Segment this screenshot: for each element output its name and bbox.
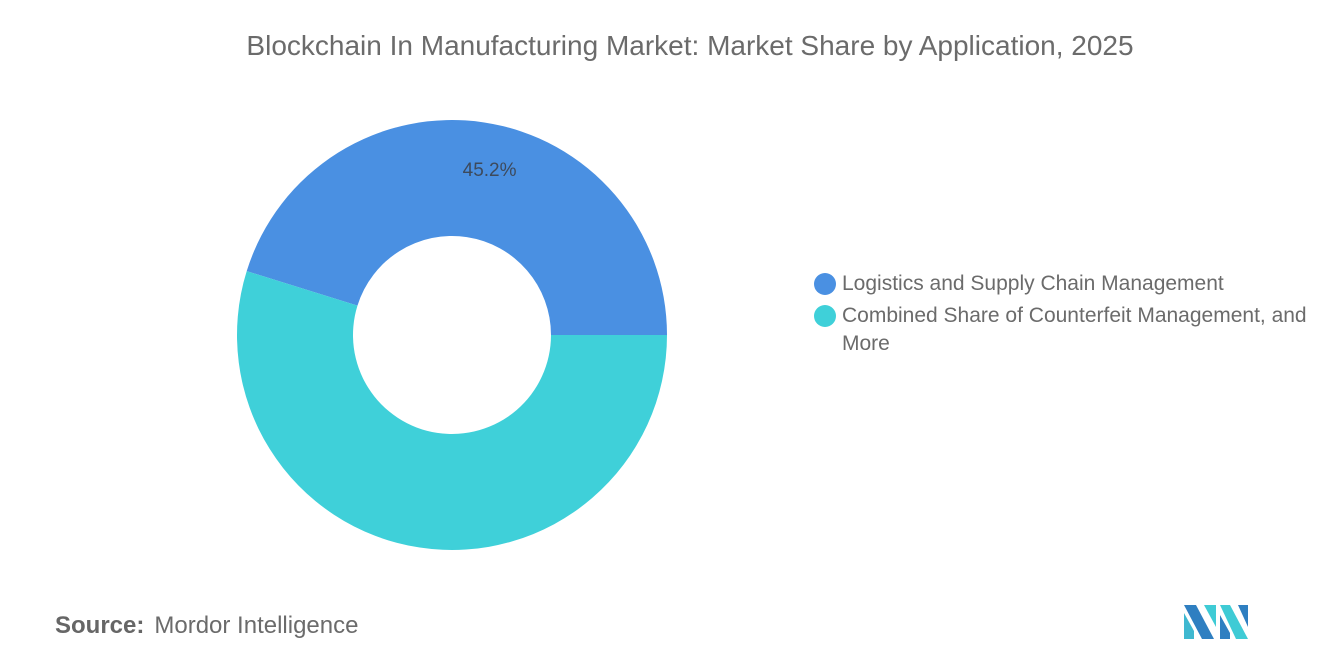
mordor-logo bbox=[1184, 605, 1248, 639]
legend-item-logistics: Logistics and Supply Chain Management bbox=[814, 270, 1314, 298]
donut-slice bbox=[237, 271, 668, 550]
donut-slice bbox=[246, 119, 668, 335]
legend: Logistics and Supply Chain Management Co… bbox=[814, 270, 1314, 362]
legend-label: Logistics and Supply Chain Management bbox=[842, 272, 1224, 295]
chart-title: Blockchain In Manufacturing Market: Mark… bbox=[246, 30, 1134, 61]
source-text: Mordor Intelligence bbox=[154, 612, 359, 639]
legend-swatch bbox=[814, 305, 836, 327]
legend-swatch bbox=[814, 273, 836, 295]
source-note: Source: Mordor Intelligence bbox=[55, 612, 358, 640]
source-label: Source: bbox=[55, 612, 145, 639]
data-label: 45.2% bbox=[463, 160, 517, 181]
legend-item-combined: Combined Share of Counterfeit Management… bbox=[814, 302, 1314, 358]
legend-label: Combined Share of Counterfeit Management… bbox=[842, 304, 1307, 355]
